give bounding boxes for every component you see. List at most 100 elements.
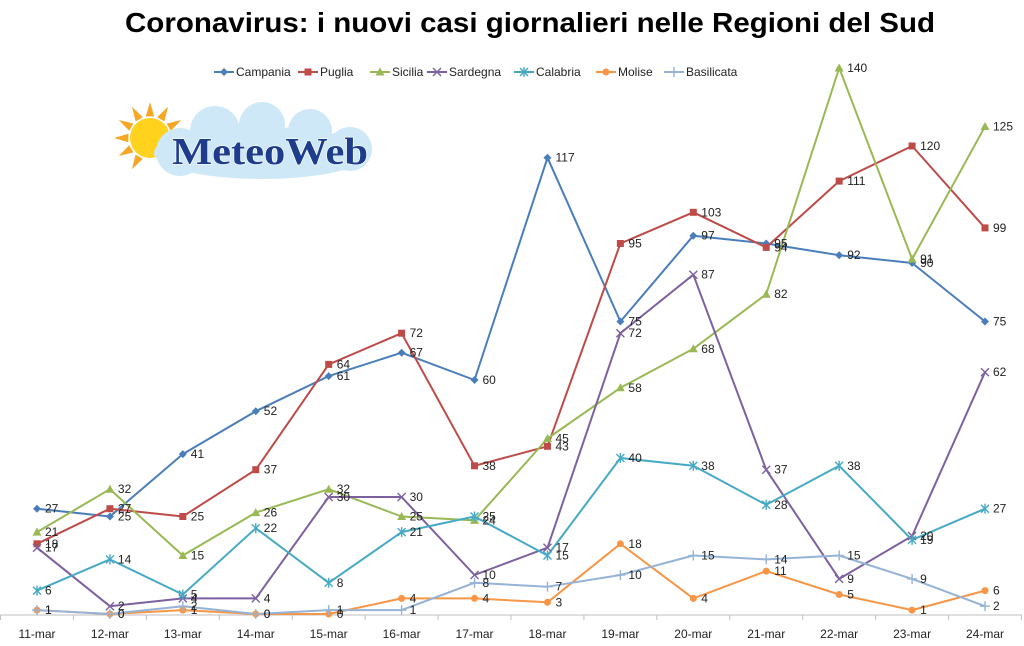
point-calabria-19-mar bbox=[615, 453, 625, 463]
data-label-molise-15-mar: 0 bbox=[337, 607, 344, 621]
x-axis: 11-mar 12-mar 13-mar 14-mar 15-mar 16-mar 17-m… bbox=[0, 614, 1022, 641]
series-line-sardegna bbox=[36, 273, 986, 608]
data-label-molise-22-mar: 5 bbox=[847, 588, 854, 602]
cloud-icon bbox=[154, 102, 372, 179]
point-puglia-24-mar bbox=[981, 224, 989, 232]
data-label-calabria-20-mar: 38 bbox=[701, 459, 715, 473]
data-label-campania-23-mar: 90 bbox=[920, 256, 934, 270]
point-molise-24-mar bbox=[981, 587, 989, 595]
data-label-calabria-24-mar: 27 bbox=[993, 502, 1007, 516]
point-puglia-15-mar bbox=[325, 360, 333, 368]
point-calabria-13-mar bbox=[178, 589, 188, 600]
data-label-puglia-20-mar: 103 bbox=[701, 205, 721, 219]
data-label-basilicata-19-mar: 10 bbox=[628, 568, 642, 582]
point-molise-16-mar bbox=[398, 594, 406, 602]
legend-swatch-marker bbox=[220, 68, 228, 76]
point-puglia-21-mar bbox=[762, 243, 770, 251]
point-campania-14-mar bbox=[251, 407, 260, 416]
point-campania-15-mar bbox=[324, 372, 333, 381]
data-label-puglia-14-mar: 37 bbox=[264, 463, 278, 477]
data-label-campania-24-mar: 75 bbox=[993, 315, 1007, 329]
series-line-molise bbox=[36, 542, 986, 615]
point-puglia-11-mar bbox=[33, 540, 41, 548]
point-campania-11-mar bbox=[33, 504, 41, 513]
data-label-sicilia-15-mar: 32 bbox=[337, 482, 351, 496]
data-label-calabria-12-mar: 14 bbox=[118, 552, 132, 566]
legend-label-campania: Campania bbox=[236, 65, 291, 79]
point-basilicata-20-mar bbox=[688, 550, 699, 561]
data-label-sicilia-12-mar: 32 bbox=[118, 482, 132, 496]
data-label-sardegna-18-mar: 17 bbox=[556, 541, 570, 555]
data-label-basilicata-16-mar: 1 bbox=[410, 603, 417, 617]
legend-label-molise: Molise bbox=[618, 65, 653, 79]
data-label-basilicata-24-mar: 2 bbox=[993, 599, 1000, 613]
point-campania-17-mar bbox=[470, 376, 479, 384]
data-label-puglia-12-mar: 27 bbox=[118, 502, 132, 516]
point-sardegna-18-mar bbox=[542, 543, 552, 553]
x-tick-label-22-mar: 22-mar bbox=[820, 627, 858, 641]
data-label-sardegna-23-mar: 20 bbox=[920, 529, 934, 543]
point-basilicata-19-mar bbox=[615, 570, 626, 580]
point-puglia-22-mar bbox=[835, 177, 843, 185]
point-campania-19-mar bbox=[616, 317, 625, 326]
data-label-sardegna-17-mar: 10 bbox=[483, 568, 497, 582]
data-label-calabria-16-mar: 21 bbox=[410, 525, 424, 539]
data-label-sicilia-20-mar: 68 bbox=[701, 342, 715, 356]
series-line-puglia bbox=[36, 145, 986, 545]
point-sicilia-16-mar bbox=[397, 512, 407, 520]
data-label-basilicata-23-mar: 9 bbox=[920, 572, 927, 586]
data-label-basilicata-17-mar: 8 bbox=[483, 576, 490, 590]
series-lines bbox=[36, 67, 986, 615]
legend-label-calabria: Calabria bbox=[536, 65, 581, 79]
data-label-sardegna-24-mar: 62 bbox=[993, 365, 1007, 379]
legend-label-basilicata: Basilicata bbox=[686, 65, 738, 79]
point-molise-23-mar bbox=[908, 606, 916, 614]
point-sicilia-13-mar bbox=[178, 551, 188, 559]
data-label-sicilia-17-mar: 24 bbox=[483, 513, 497, 527]
point-basilicata-18-mar bbox=[542, 581, 553, 592]
data-label-sicilia-16-mar: 25 bbox=[410, 510, 424, 524]
data-label-campania-12-mar: 25 bbox=[118, 510, 132, 524]
point-campania-24-mar bbox=[981, 317, 989, 326]
point-basilicata-22-mar bbox=[834, 550, 845, 561]
data-label-calabria-14-mar: 22 bbox=[264, 521, 278, 535]
data-label-campania-18-mar: 117 bbox=[556, 151, 575, 165]
data-label-puglia-22-mar: 111 bbox=[847, 174, 866, 188]
point-calabria-15-mar bbox=[324, 577, 334, 588]
point-campania-18-mar bbox=[543, 153, 552, 162]
x-tick-label-17-mar: 17-mar bbox=[456, 627, 494, 641]
point-sardegna-12-mar bbox=[105, 601, 115, 611]
data-label-molise-12-mar: 0 bbox=[118, 607, 125, 621]
x-tick-label-12-mar: 12-mar bbox=[91, 627, 129, 641]
x-tick-label-14-mar: 14-mar bbox=[237, 627, 275, 641]
point-calabria-21-mar bbox=[761, 499, 771, 510]
data-label-campania-17-mar: 60 bbox=[483, 373, 497, 387]
x-tick-label-11-mar: 11-mar bbox=[18, 627, 55, 641]
data-label-molise-23-mar: 1 bbox=[920, 603, 927, 617]
point-calabria-23-mar bbox=[907, 534, 917, 545]
series-line-calabria bbox=[36, 457, 986, 596]
series-line-campania bbox=[36, 156, 986, 518]
x-tick-label-15-mar: 15-mar bbox=[310, 627, 348, 641]
point-sicilia-15-mar bbox=[324, 484, 334, 493]
point-sicilia-22-mar bbox=[834, 63, 844, 72]
data-label-sicilia-21-mar: 82 bbox=[774, 287, 788, 301]
data-label-campania-21-mar: 95 bbox=[774, 237, 788, 251]
data-label-sardegna-11-mar: 17 bbox=[45, 541, 59, 555]
data-label-sicilia-18-mar: 45 bbox=[556, 432, 570, 446]
data-label-sicilia-19-mar: 58 bbox=[628, 381, 642, 395]
point-molise-18-mar bbox=[543, 598, 551, 606]
point-calabria-22-mar bbox=[834, 460, 844, 471]
series-line-sicilia bbox=[36, 67, 986, 557]
series-line-basilicata bbox=[36, 554, 986, 615]
point-sardegna-15-mar bbox=[324, 492, 334, 502]
legend-item-campania: Campania bbox=[214, 65, 291, 79]
data-label-molise-11-mar: 1 bbox=[45, 603, 52, 617]
point-sicilia-19-mar bbox=[615, 383, 625, 392]
data-label-sardegna-12-mar: 2 bbox=[118, 599, 125, 613]
x-tick-label-20-mar: 20-mar bbox=[674, 627, 712, 641]
legend-item-puglia: Puglia bbox=[298, 65, 354, 79]
data-label-molise-16-mar: 4 bbox=[410, 591, 417, 605]
data-label-puglia-15-mar: 64 bbox=[337, 357, 351, 371]
